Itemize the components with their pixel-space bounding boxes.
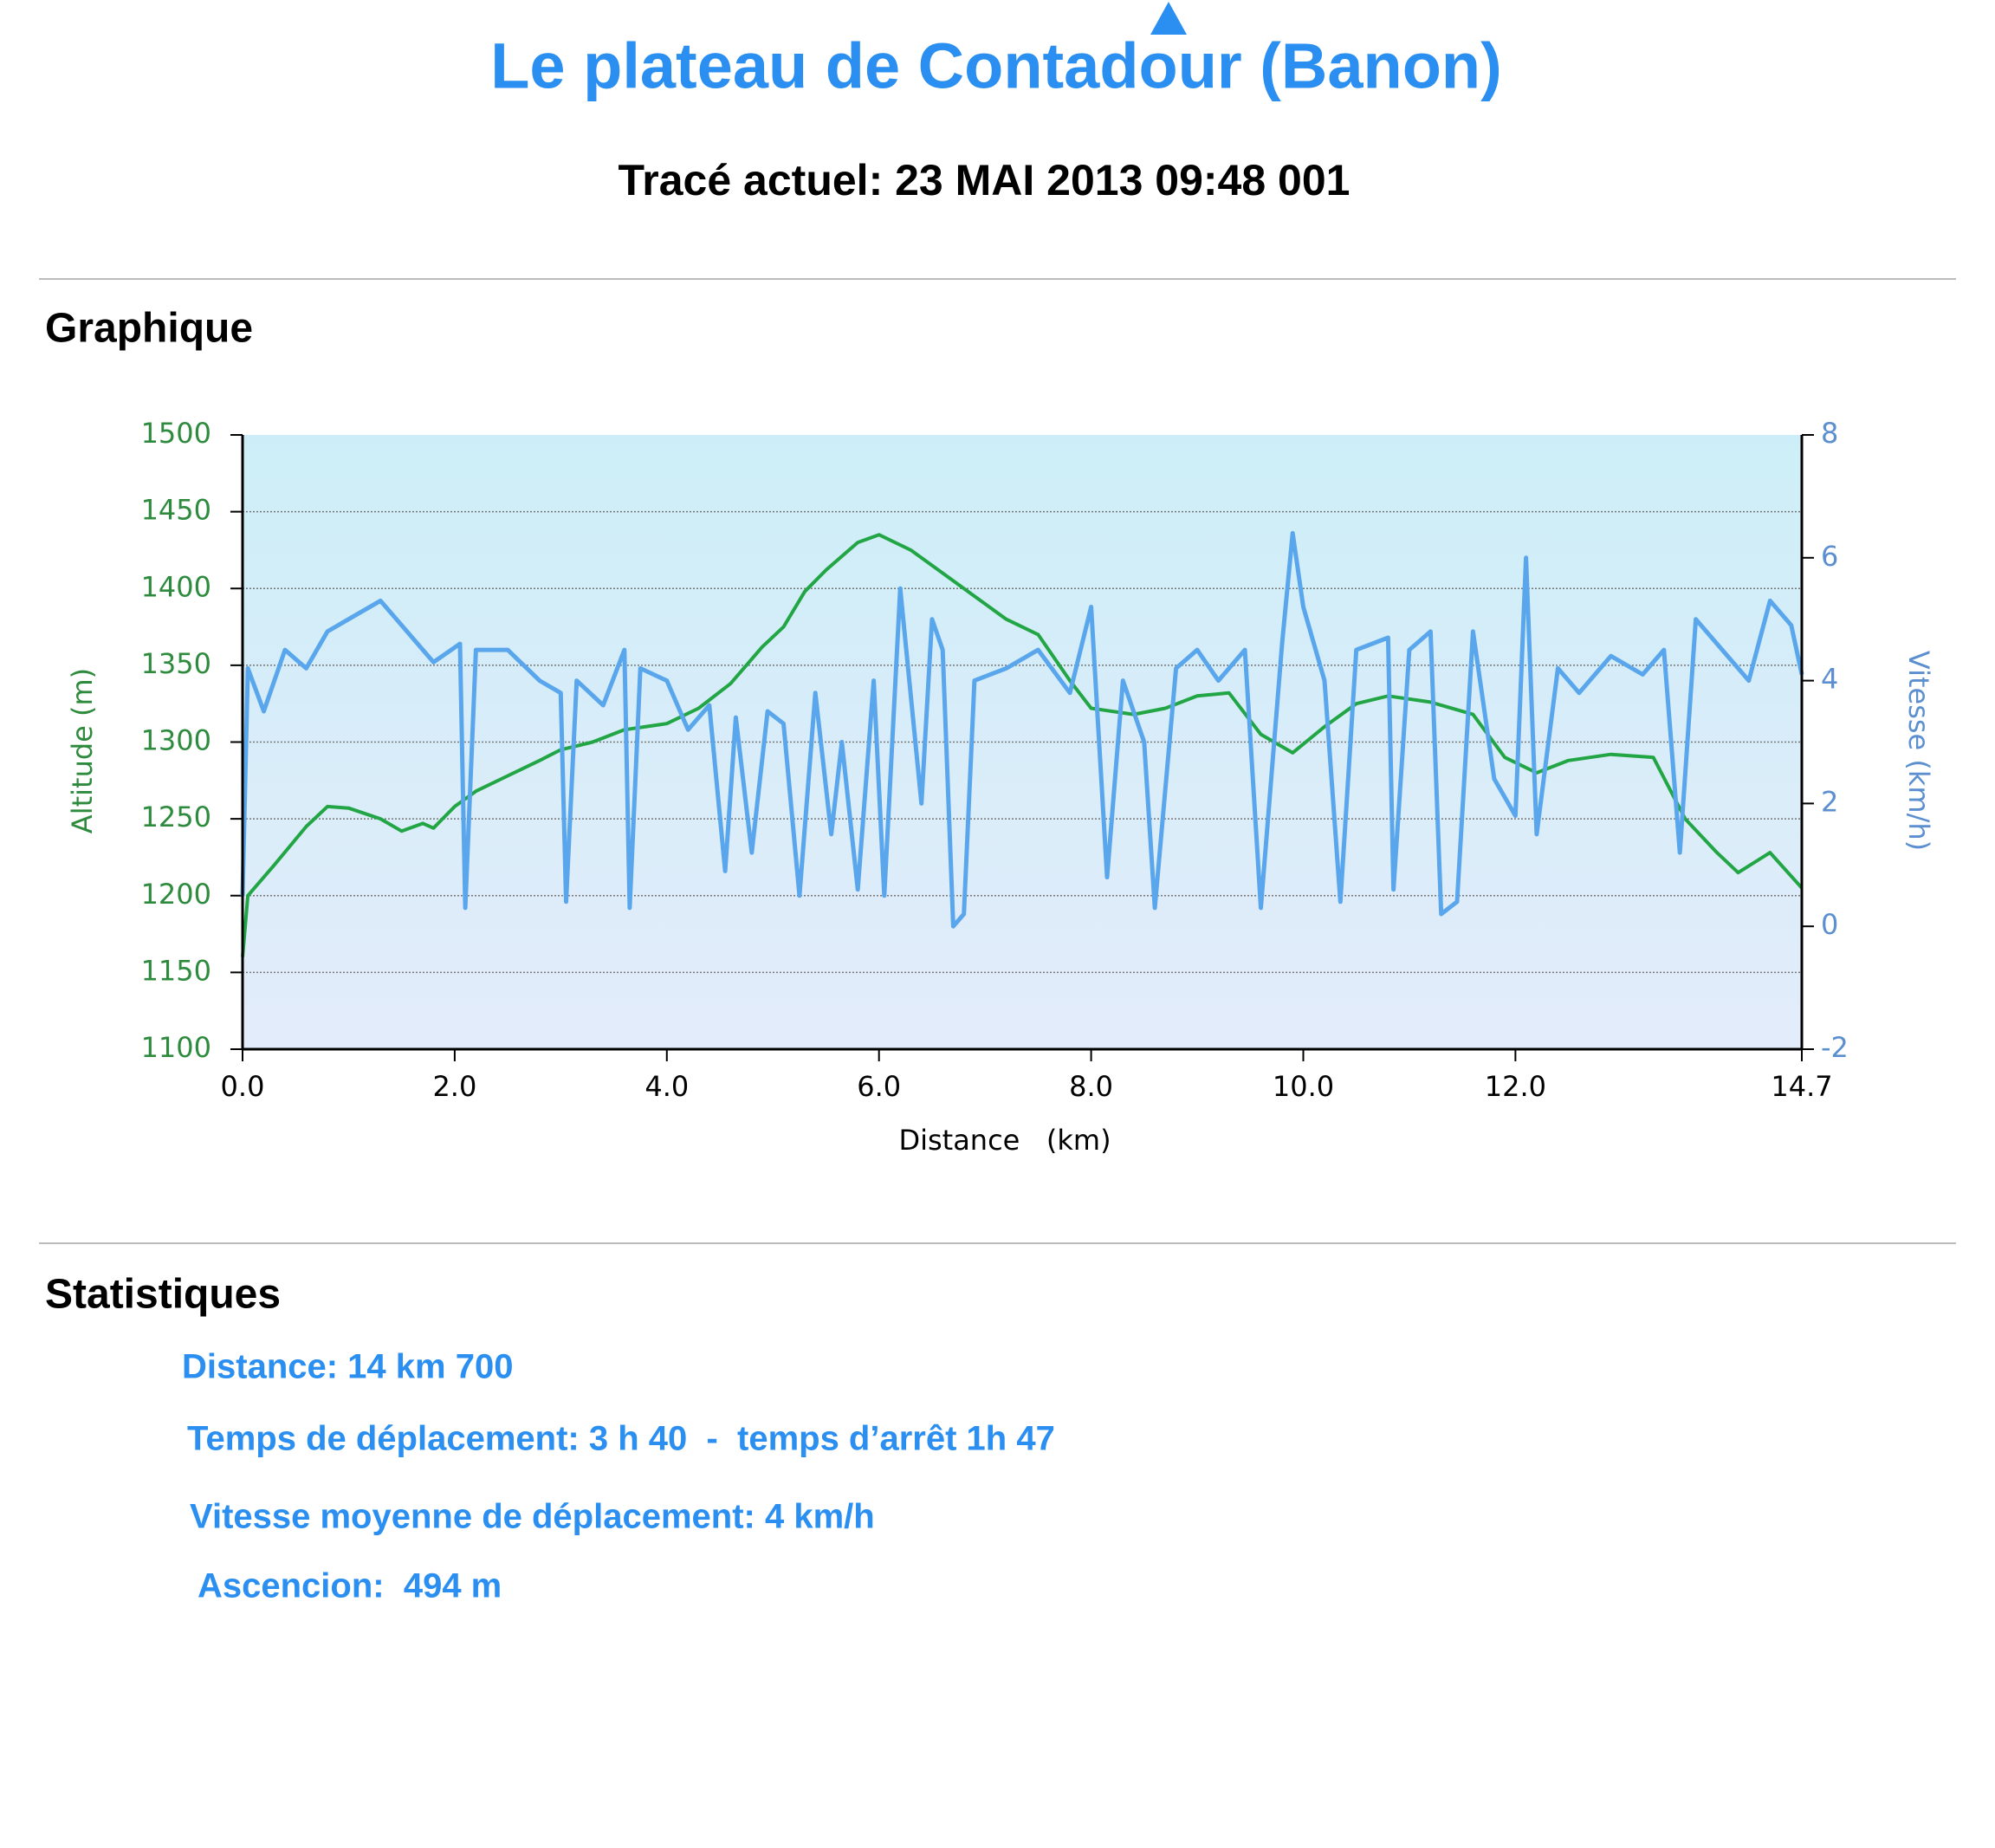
x-tick-label: 4.0	[644, 1070, 689, 1103]
y2-tick-label: 4	[1821, 663, 1838, 696]
scroll-arrow[interactable]	[1150, 2, 1187, 35]
series-line	[241, 533, 1804, 957]
y-tick-label: 1400	[141, 570, 211, 603]
y2-tick-label: 6	[1821, 540, 1838, 573]
y-tick-label: 1200	[141, 878, 211, 911]
stat-line: Temps de déplacement: 3 h 40 - temps d’a…	[187, 1420, 1055, 1458]
y-tick-label: 1300	[141, 724, 211, 757]
y-tick-label: 1250	[141, 801, 211, 833]
x-tick-label: 6.0	[857, 1070, 901, 1103]
x-tick-label: 14.7	[1771, 1070, 1832, 1103]
stat-line: Vitesse moyenne de déplacement: 4 km/h	[190, 1498, 875, 1536]
section-title: Statistiques	[45, 1272, 281, 1318]
stat-line: Ascencion: 494 m	[198, 1567, 502, 1605]
y-tick-label: 1150	[141, 954, 211, 987]
section-title: Graphique	[45, 306, 253, 352]
y-tick-label: 1100	[141, 1031, 211, 1064]
y-axis-label: Altitude (m)	[66, 668, 99, 833]
y2-axis-label: Vitesse (km/h)	[1902, 651, 1935, 851]
y2-tick-label: 2	[1821, 785, 1838, 818]
y2-tick-label: -2	[1821, 1031, 1849, 1064]
x-tick-label: 2.0	[432, 1070, 476, 1103]
y2-tick-label: 8	[1821, 417, 1838, 450]
y-tick-label: 1500	[141, 417, 211, 450]
x-tick-label: 12.0	[1485, 1070, 1546, 1103]
x-tick-label: 8.0	[1069, 1070, 1113, 1103]
y-tick-label: 1450	[141, 494, 211, 527]
y2-tick-label: 0	[1821, 908, 1838, 941]
y-tick-label: 1350	[141, 647, 211, 680]
series-line	[240, 530, 1804, 929]
x-axis-label: Distance (km)	[898, 1124, 1111, 1157]
x-tick-label: 0.0	[221, 1070, 265, 1103]
subtitle: Tracé actuel: 23 MAI 2013 09:48 001	[619, 156, 1351, 204]
x-tick-label: 10.0	[1273, 1070, 1334, 1103]
page-title: Le plateau de Contadour (Banon)	[490, 30, 1502, 102]
stats: Distance: 14 km 700 Temps de déplacement:…	[182, 1348, 1055, 1605]
stat-line: Distance: 14 km 700	[182, 1348, 513, 1386]
